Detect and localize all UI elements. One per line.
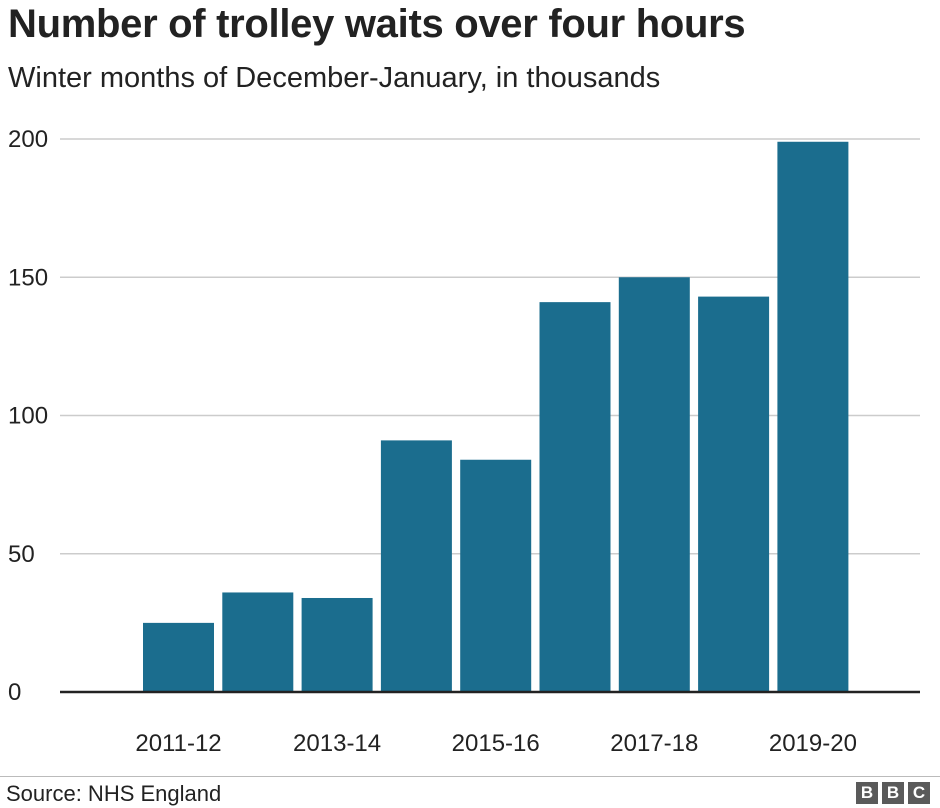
footer-divider <box>0 776 940 777</box>
bar-2018-19 <box>698 296 770 692</box>
bar-2019-20 <box>777 141 849 692</box>
bar-chart: 0 50 100 150 200 2011-12 2013-14 2015-16 2017-18… <box>8 126 920 757</box>
y-tick-label-50: 50 <box>8 541 35 568</box>
y-tick-label-100: 100 <box>8 403 48 430</box>
chart-subtitle: Winter months of December-January, in th… <box>8 62 661 94</box>
y-tick-label-150: 150 <box>8 264 48 291</box>
bar-2014-15 <box>380 440 452 692</box>
x-tick-label-2019-20: 2019-20 <box>769 730 857 757</box>
x-tick-label-2015-16: 2015-16 <box>452 730 540 757</box>
x-tick-label-2011-12: 2011-12 <box>135 730 221 757</box>
bar-2011-12 <box>143 622 214 692</box>
bar-2015-16 <box>460 459 532 692</box>
logo-letter-1: B <box>856 782 878 804</box>
y-tick-label-0: 0 <box>8 679 21 706</box>
logo-letter-3: C <box>908 782 930 804</box>
bar-2012-13 <box>222 592 294 692</box>
logo-letter-2: B <box>882 782 904 804</box>
y-tick-label-200: 200 <box>8 126 48 153</box>
bbc-logo: B B C <box>856 782 930 804</box>
bar-2017-18 <box>618 277 690 692</box>
source-note: Source: NHS England <box>6 781 222 806</box>
x-tick-label-2013-14: 2013-14 <box>293 730 381 757</box>
x-tick-label-2017-18: 2017-18 <box>610 730 698 757</box>
bar-2013-14 <box>301 597 373 692</box>
bar-2016-17 <box>539 302 611 692</box>
chart-title: Number of trolley waits over four hours <box>8 2 746 46</box>
